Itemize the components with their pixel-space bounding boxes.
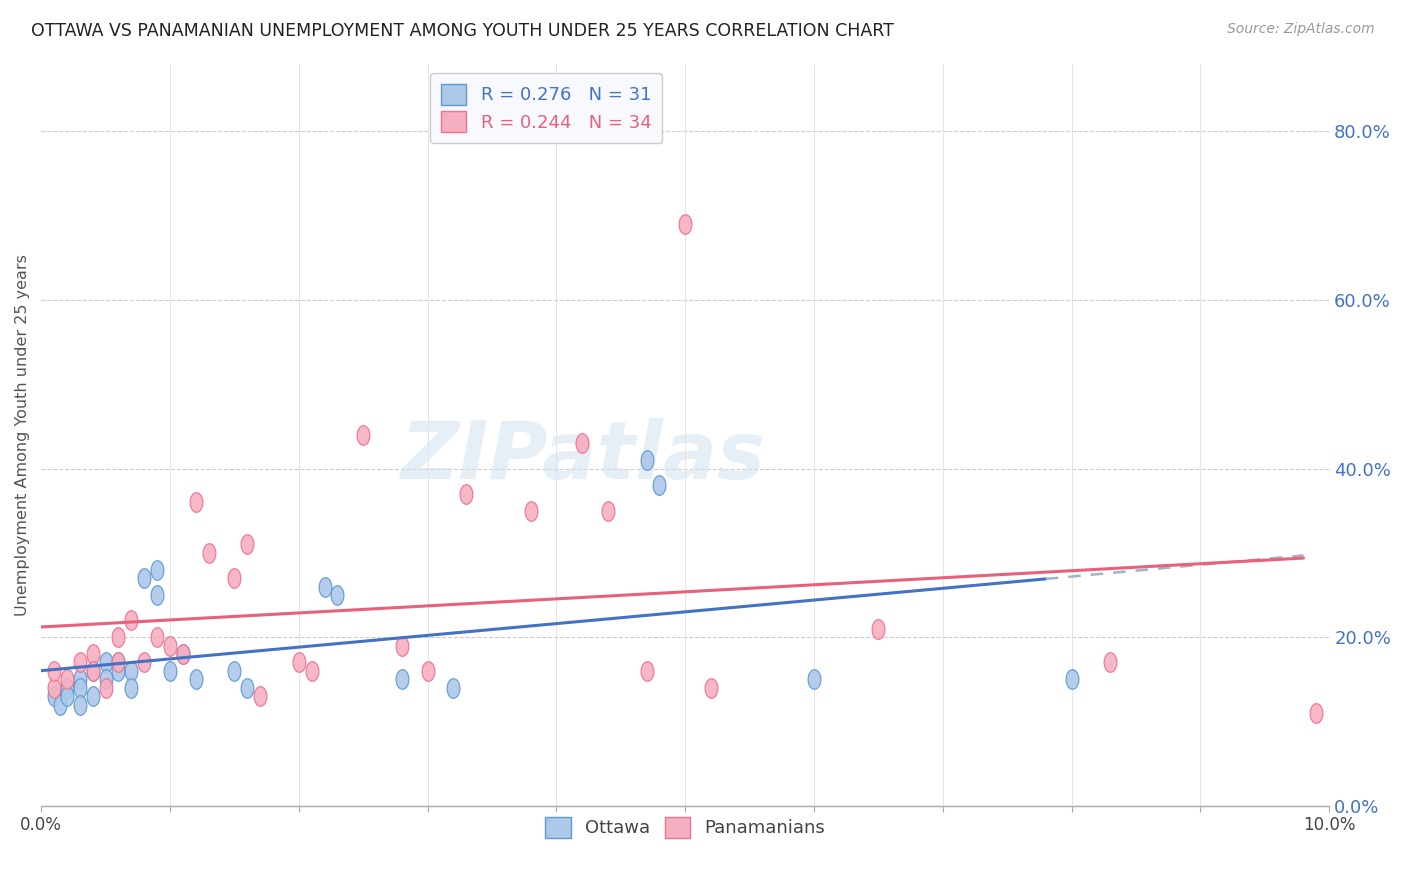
Point bbox=[249, 689, 271, 703]
Point bbox=[42, 681, 65, 695]
Point bbox=[673, 217, 696, 231]
Point bbox=[56, 689, 79, 703]
Point bbox=[146, 630, 169, 644]
Point bbox=[236, 537, 259, 551]
Point bbox=[42, 664, 65, 678]
Point bbox=[120, 664, 142, 678]
Point bbox=[146, 563, 169, 577]
Point bbox=[391, 639, 413, 653]
Point bbox=[159, 664, 181, 678]
Point bbox=[636, 664, 658, 678]
Legend: Ottawa, Panamanians: Ottawa, Panamanians bbox=[538, 810, 832, 845]
Point bbox=[146, 588, 169, 602]
Point bbox=[326, 588, 349, 602]
Point bbox=[134, 571, 156, 585]
Point bbox=[56, 673, 79, 687]
Text: Source: ZipAtlas.com: Source: ZipAtlas.com bbox=[1227, 22, 1375, 37]
Point bbox=[519, 504, 541, 518]
Point bbox=[1305, 706, 1327, 720]
Point bbox=[803, 673, 825, 687]
Point bbox=[42, 689, 65, 703]
Point bbox=[224, 664, 246, 678]
Y-axis label: Unemployment Among Youth under 25 years: Unemployment Among Youth under 25 years bbox=[15, 254, 30, 615]
Point bbox=[416, 664, 439, 678]
Point bbox=[82, 689, 104, 703]
Point bbox=[107, 656, 129, 670]
Point bbox=[134, 656, 156, 670]
Point bbox=[56, 681, 79, 695]
Point bbox=[868, 622, 890, 636]
Point bbox=[391, 673, 413, 687]
Point bbox=[456, 487, 478, 501]
Point bbox=[700, 681, 723, 695]
Point bbox=[49, 698, 72, 712]
Point bbox=[236, 681, 259, 695]
Point bbox=[636, 453, 658, 467]
Point bbox=[184, 673, 207, 687]
Point bbox=[94, 673, 117, 687]
Point bbox=[82, 664, 104, 678]
Point bbox=[314, 580, 336, 594]
Point bbox=[69, 698, 91, 712]
Point bbox=[82, 664, 104, 678]
Point bbox=[120, 681, 142, 695]
Point bbox=[94, 656, 117, 670]
Point bbox=[120, 613, 142, 627]
Point bbox=[184, 495, 207, 509]
Point bbox=[571, 436, 593, 450]
Point bbox=[1099, 656, 1122, 670]
Point bbox=[596, 504, 619, 518]
Point bbox=[107, 630, 129, 644]
Point bbox=[69, 681, 91, 695]
Point bbox=[172, 647, 194, 661]
Point bbox=[159, 639, 181, 653]
Point bbox=[287, 656, 309, 670]
Point bbox=[94, 681, 117, 695]
Point bbox=[301, 664, 323, 678]
Point bbox=[224, 571, 246, 585]
Point bbox=[352, 428, 374, 442]
Point bbox=[197, 546, 219, 560]
Point bbox=[69, 656, 91, 670]
Point bbox=[82, 647, 104, 661]
Point bbox=[648, 478, 671, 492]
Point bbox=[1060, 673, 1083, 687]
Point bbox=[172, 647, 194, 661]
Point bbox=[107, 656, 129, 670]
Text: ZIPatlas: ZIPatlas bbox=[399, 418, 765, 496]
Point bbox=[107, 664, 129, 678]
Text: OTTAWA VS PANAMANIAN UNEMPLOYMENT AMONG YOUTH UNDER 25 YEARS CORRELATION CHART: OTTAWA VS PANAMANIAN UNEMPLOYMENT AMONG … bbox=[31, 22, 894, 40]
Point bbox=[69, 673, 91, 687]
Point bbox=[441, 681, 464, 695]
